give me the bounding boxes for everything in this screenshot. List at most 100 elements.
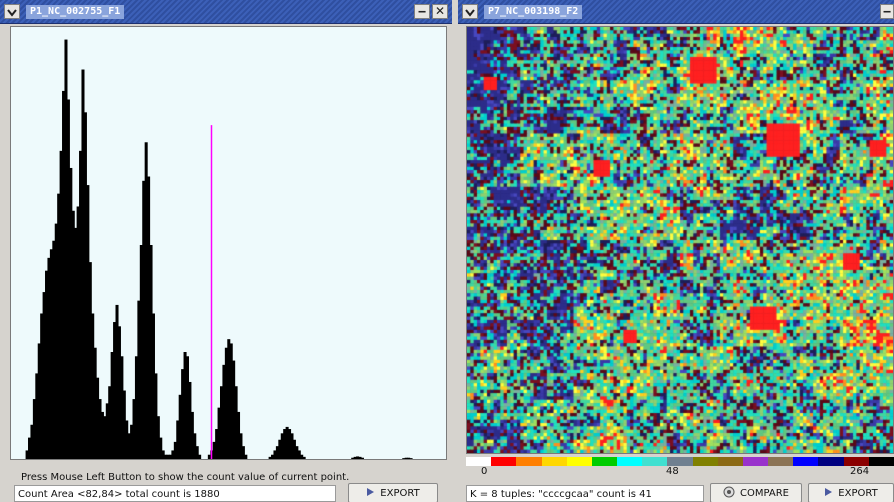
histogram-bar [81,69,85,459]
histogram-bar [207,454,211,459]
histogram-bar [74,227,78,459]
heatmap-plot[interactable] [466,26,894,454]
histogram-bar [288,429,292,459]
histogram-bar [232,360,236,459]
histogram-bar [351,457,355,459]
legend-swatch [742,457,769,466]
histogram-bar [222,364,226,459]
close-button[interactable]: ✕ [432,4,448,19]
status-field: Count Area <82,84> total count is 1880 [14,485,336,502]
chevron-down-icon [7,2,17,21]
histogram-bar [64,39,68,459]
chevron-down-icon [465,2,475,21]
histogram-bar [224,347,228,459]
legend-swatch [591,457,618,466]
histogram-bar [93,347,97,459]
histogram-bar [144,142,148,459]
histogram-bar [130,424,134,459]
histogram-plot[interactable] [10,26,447,460]
histogram-bar [49,249,53,459]
histogram-bar [98,399,102,459]
histogram-bar [57,193,61,459]
histogram-bar [42,292,46,459]
play-icon [824,487,833,500]
histogram-bar [280,433,284,459]
histogram-bar [217,407,221,459]
window-menu-button[interactable] [4,4,20,19]
histogram-bar [137,300,141,459]
histogram-bar [69,167,73,459]
play-icon [366,487,375,500]
close-icon: ✕ [434,4,446,18]
histogram-bar [154,373,158,459]
histogram-bar [113,322,117,459]
minimize-button[interactable]: ‒ [880,4,894,19]
histogram-bar [297,450,301,459]
histogram-bar [176,420,180,459]
legend-swatch [491,457,517,466]
minimize-button[interactable]: ‒ [414,4,430,19]
title-bar[interactable]: P7_NC_003198_F2 ‒ [458,0,894,24]
histogram-bar [166,454,170,459]
histogram-bar [164,454,168,459]
histogram-bar [185,356,189,459]
export-button[interactable]: EXPORT [348,483,438,502]
histogram-bar [302,456,306,459]
histogram-bar [244,454,248,459]
histogram-bar [353,456,357,459]
histogram-bar [52,240,56,459]
histogram-bar [188,381,192,459]
histogram-bar [147,176,151,459]
histogram-bar [151,313,155,459]
legend-swatch [667,457,693,466]
histogram-bar [105,403,109,459]
histogram-bar [198,454,202,459]
histogram-bar [91,313,95,459]
minimize-icon: ‒ [882,4,892,18]
window-title: P1_NC_002755_F1 [26,5,125,19]
legend-swatch [617,457,643,466]
histogram-bar [71,210,75,459]
histogram-bar [122,390,126,459]
histogram-bar [360,457,364,459]
histogram-bar [271,454,275,459]
histogram-bar [156,416,160,459]
histogram-bar [285,426,289,459]
histogram-bar [88,262,92,459]
histogram-bar [47,257,51,459]
compare-button[interactable]: COMPARE [710,483,802,502]
histogram-bar [181,369,185,459]
histogram-chart [25,39,413,459]
legend-swatch [541,457,567,466]
export-label: EXPORT [380,487,420,499]
histogram-bar [409,458,413,459]
export-button[interactable]: EXPORT [808,483,894,502]
histogram-bar [168,454,172,459]
title-bar[interactable]: P1_NC_002755_F1 ‒ ✕ [0,0,452,24]
histogram-bar [120,356,124,459]
legend-swatch [692,457,718,466]
legend-swatch [566,457,592,466]
histogram-bar [290,433,294,459]
status-field: K = 8 tuples: "ccccgcaa" count is 41 [466,485,704,502]
minimize-icon: ‒ [417,4,427,18]
histogram-bar [115,304,119,459]
histogram-bar [183,352,187,459]
heatmap-window: P7_NC_003198_F2 ‒ 0 48 264 K = 8 tuples:… [458,0,894,502]
legend-swatch [843,457,869,466]
histogram-bar [193,433,197,459]
compare-label: COMPARE [740,487,789,499]
histogram-bar [407,457,411,459]
window-menu-button[interactable] [462,4,478,19]
histogram-bar [100,411,104,459]
histogram-bar [171,450,175,459]
histogram-bar [402,458,406,459]
histogram-bar [96,377,100,459]
histogram-bar [110,352,114,459]
histogram-bar [59,150,63,459]
histogram-bar [161,450,165,459]
legend-swatch [642,457,668,466]
histogram-bar [62,90,66,459]
instruction-text: Press Mouse Left Button to show the coun… [21,472,350,483]
histogram-bar [37,343,41,459]
